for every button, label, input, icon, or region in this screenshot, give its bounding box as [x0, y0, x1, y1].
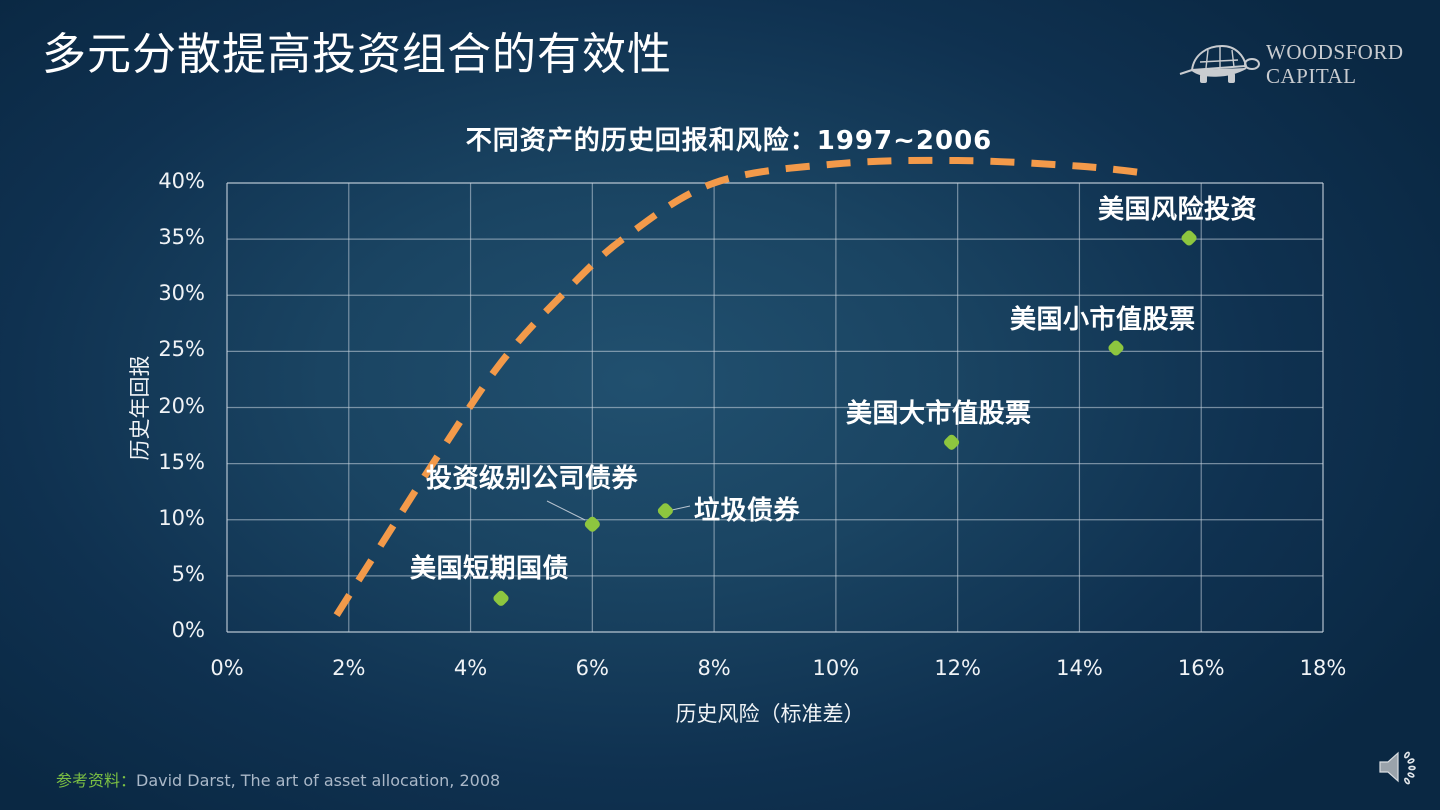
label-leader-lines	[546, 500, 691, 521]
y-tick-label: 35%	[158, 225, 205, 250]
y-tick-label: 40%	[158, 169, 205, 193]
x-tick-label: 18%	[1299, 656, 1347, 680]
x-axis-label: 历史风险（标准差）	[675, 702, 865, 726]
y-tick-label: 5%	[171, 561, 205, 586]
x-tick-label: 0%	[210, 656, 244, 680]
tortoise-icon	[1179, 44, 1260, 83]
chart-title: 不同资产的历史回报和风险：1997~2006	[465, 126, 993, 156]
source-text: David Darst, The art of asset allocation…	[136, 771, 501, 790]
y-tick-label: 20%	[158, 393, 205, 418]
point-label-us-large-cap: 美国大市值股票	[846, 399, 1032, 429]
y-tick-label: 10%	[158, 505, 205, 530]
x-tick-label: 8%	[697, 656, 731, 680]
data-points	[493, 230, 1197, 606]
x-tick-label: 16%	[1177, 656, 1225, 680]
y-tick-label: 15%	[158, 449, 205, 474]
logo-line-1: WOODSFORD	[1266, 40, 1404, 64]
logo-line-2: CAPITAL	[1266, 64, 1357, 88]
company-logo: WOODSFORD CAPITAL	[1178, 40, 1408, 90]
x-tick-label: 12%	[934, 656, 981, 680]
y-tick-label: 30%	[158, 281, 205, 306]
data-point-marker	[1108, 340, 1124, 356]
logo-text: WOODSFORD CAPITAL	[1266, 40, 1404, 88]
point-label-us-venture-capital: 美国风险投资	[1098, 195, 1258, 225]
y-tick-label: 25%	[158, 337, 205, 362]
data-point-marker	[584, 516, 600, 532]
data-point-marker	[944, 434, 960, 450]
x-tick-label: 6%	[575, 656, 609, 680]
data-point-marker	[657, 503, 673, 519]
point-label-junk-bonds: 垃圾债券	[694, 496, 801, 526]
x-tick-label: 10%	[812, 656, 860, 680]
slide-title: 多元分散提高投资组合的有效性	[42, 29, 672, 80]
data-point-marker	[1181, 230, 1197, 246]
chart-grid	[226, 182, 1324, 633]
source-citation: 参考资料：David Darst, The art of asset alloc…	[56, 767, 500, 791]
point-label-us-small-cap: 美国小市值股票	[1010, 305, 1196, 335]
point-label-us-tbills: 美国短期国债	[410, 554, 570, 584]
y-tick-label: 0%	[171, 618, 205, 642]
data-point-marker	[493, 590, 509, 606]
x-tick-label: 4%	[453, 656, 488, 680]
source-label: 参考资料：	[56, 771, 137, 790]
x-tick-label: 14%	[1056, 656, 1103, 680]
efficient-frontier-curve	[333, 156, 1153, 618]
x-tick-label: 2%	[332, 656, 366, 680]
speaker-icon[interactable]	[1376, 748, 1420, 786]
point-label-ig-corporate-bonds: 投资级别公司债券	[426, 464, 639, 494]
y-axis-label: 历史年回报	[128, 355, 152, 461]
